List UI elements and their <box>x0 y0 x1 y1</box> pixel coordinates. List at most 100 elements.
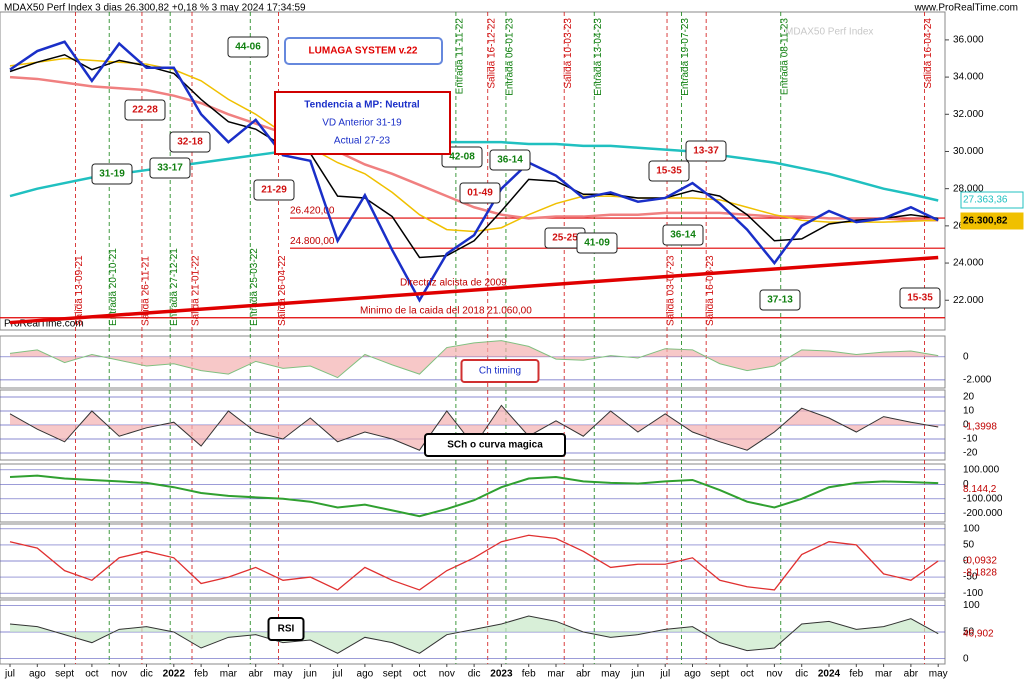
signal-label: Entrada 11-11-22 <box>455 18 466 95</box>
level-label: 26.420,00 <box>290 206 335 217</box>
y-tick-label: 0 <box>963 479 969 490</box>
indicator-line <box>9 615 939 654</box>
last-label: -0,0932 <box>963 556 997 567</box>
x-tick-label: oct <box>740 669 754 680</box>
x-tick-label: jul <box>659 669 670 680</box>
score-box <box>759 289 801 311</box>
indicator-title: Ch timing <box>479 366 521 377</box>
score-box <box>662 224 704 246</box>
score-label: 01-49 <box>467 188 493 199</box>
system-label: LUMAGA SYSTEM v.22 <box>309 46 418 57</box>
score-label: 32-18 <box>177 137 203 148</box>
trend-label: Directriz alcista de 2009 <box>400 278 507 289</box>
y-tick-label: 0 <box>963 351 969 362</box>
signal-label: Entrada 08-11-23 <box>779 18 790 96</box>
x-tick-label: nov <box>111 669 127 680</box>
last-box <box>960 212 1024 230</box>
indicator-line <box>9 534 939 591</box>
x-tick-label: abr <box>576 669 591 680</box>
x-tick-label: sept <box>383 669 402 680</box>
y-tick-label: 36.000 <box>953 35 984 46</box>
x-tick-label: ago <box>29 669 46 680</box>
signal-label: Entrada 27-12-21 <box>169 248 180 326</box>
y-tick-label: 30.000 <box>953 146 984 157</box>
indicator-title-box <box>267 617 305 641</box>
x-tick-label: jul <box>4 669 15 680</box>
site: www.ProRealTime.com <box>913 3 1018 14</box>
score-label: 15-35 <box>656 166 682 177</box>
y-tick-label: 50 <box>963 627 975 638</box>
y-tick-label: -200.000 <box>963 508 1003 519</box>
header-title: MDAX50 Perf Index 3 dias 26.300,82 +0,18… <box>4 3 306 14</box>
level-label: 24.800,00 <box>290 236 335 247</box>
y-tick-label: 100.000 <box>963 464 1000 475</box>
last-box <box>960 191 1024 209</box>
y-tick-label: 0 <box>963 420 969 431</box>
score-box <box>149 157 191 179</box>
signal-label: Entrada 25-03-22 <box>249 248 260 326</box>
x-tick-label: abr <box>904 669 919 680</box>
score-label: 44-06 <box>235 42 261 53</box>
panel-frame <box>0 463 946 523</box>
score-label: 41-09 <box>584 238 610 249</box>
signal-label: Entrada 13-04-23 <box>593 18 604 96</box>
watermark: MDAX50 Perf Index <box>785 27 873 38</box>
score-box <box>899 287 941 309</box>
x-tick-label: ago <box>357 669 374 680</box>
x-tick-label: ago <box>684 669 701 680</box>
x-tick-label: may <box>601 669 620 680</box>
trend-box-line: Tendencia a MP: Neutral <box>304 100 420 111</box>
score-label: 22-28 <box>132 105 158 116</box>
x-tick-label: sept <box>55 669 74 680</box>
x-tick-label: dic <box>468 669 481 680</box>
x-tick-label: dic <box>795 669 808 680</box>
trend-line <box>9 255 939 325</box>
level-label: Minimo de la caida del 2018 21.060,00 <box>360 305 532 316</box>
y-tick-label: 32.000 <box>953 109 984 120</box>
score-label: 33-17 <box>157 163 183 174</box>
y-tick-label: 22.000 <box>953 295 984 306</box>
x-tick-label: may <box>274 669 293 680</box>
x-tick-label: nov <box>766 669 782 680</box>
signal-label: Salida 16-12-22 <box>486 18 497 89</box>
score-box <box>648 160 690 182</box>
signal-label: Salida 21-01-22 <box>191 255 202 326</box>
y-tick-label: 50 <box>963 540 975 551</box>
signal-label: Salida 03-07-23 <box>666 255 677 326</box>
y-tick-label: 100 <box>963 523 980 534</box>
y-tick-label: -20 <box>963 448 978 459</box>
signal-label: Entrada 20-10-21 <box>108 248 119 326</box>
trend-box-line: VD Anterior 31-19 <box>322 118 402 129</box>
x-tick-label: jun <box>630 669 644 680</box>
last-label: 26.300,82 <box>963 216 1008 227</box>
score-label: 37-13 <box>767 295 793 306</box>
score-box <box>227 36 269 58</box>
x-tick-label: jun <box>303 669 317 680</box>
score-box <box>253 179 295 201</box>
x-tick-label: feb <box>194 669 208 680</box>
signal-label: Salida 10-03-23 <box>563 18 574 89</box>
x-tick-label: mar <box>875 669 893 680</box>
score-label: 25-25 <box>552 233 578 244</box>
last-label: 46,902 <box>963 628 994 639</box>
last-label: 8.144,2 <box>963 484 997 495</box>
y-tick-label: 0 <box>963 556 969 567</box>
score-label: 13-37 <box>693 146 719 157</box>
indicator-area <box>10 616 939 654</box>
x-tick-label: 2023 <box>490 669 513 680</box>
y-tick-label: 10 <box>963 406 975 417</box>
y-tick-label: -2.000 <box>963 375 992 386</box>
indicator-title: RSI <box>278 624 295 635</box>
indicator-line <box>9 340 939 379</box>
y-tick-label: 20 <box>963 392 975 403</box>
series-line <box>9 53 939 259</box>
x-tick-label: may <box>929 669 948 680</box>
indicator-line <box>9 474 939 518</box>
x-tick-label: sept <box>710 669 729 680</box>
y-tick-label: 24.000 <box>953 258 984 269</box>
y-tick-label: 0 <box>963 653 969 664</box>
signal-label: Entrada 06-01-23 <box>505 18 516 96</box>
indicator-title-box <box>424 433 566 457</box>
signal-label: Salida 13-09-21 <box>74 255 85 326</box>
